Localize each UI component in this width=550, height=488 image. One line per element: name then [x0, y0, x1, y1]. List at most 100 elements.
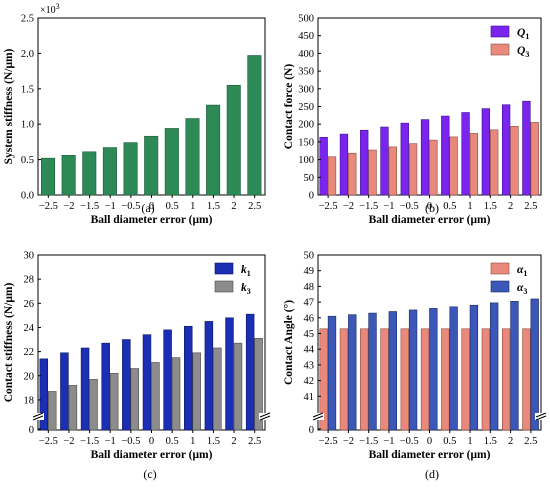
x-tick-label: −1	[105, 201, 116, 212]
y-tick-label: 46	[304, 313, 315, 324]
legend-swatch	[214, 262, 234, 275]
x-axis-label: Ball diameter error (μm)	[369, 449, 491, 461]
y-tick-label: 400	[298, 49, 314, 60]
bar-series-1-1	[60, 352, 69, 431]
x-tick-label: 2	[231, 201, 236, 212]
bar-series-3-8	[213, 347, 222, 431]
bar-series-1-6	[441, 115, 450, 196]
bar-series-3-10	[530, 122, 539, 196]
bar-series-1-10	[522, 100, 531, 196]
bar-series-1-7	[461, 328, 470, 431]
x-tick-label: −0.5	[121, 436, 140, 447]
x-tick-label: −2.5	[319, 201, 338, 212]
x-tick-label: 1	[190, 201, 195, 212]
x-axis-label: Ball diameter error (μm)	[91, 214, 213, 226]
x-tick-label: 2.5	[524, 436, 537, 447]
bar-series-3-3	[388, 311, 397, 431]
y-tick-label: 0.5	[21, 155, 34, 166]
bar-series-1-2	[360, 328, 369, 431]
x-tick-label: 0	[427, 201, 432, 212]
y-tick-label: 49	[304, 266, 315, 277]
x-tick-label: −2	[343, 436, 354, 447]
y-tick-label: 18	[24, 395, 35, 406]
bar-series-3-9	[233, 342, 243, 431]
y-tick-label: 250	[298, 102, 314, 113]
chart-a: 0.0 0.5 1.0 1.5 2.0 2.5 −2.5 −2 −1.5 −1 −0.5 0 0.5 1 1…	[3, 2, 266, 226]
bar-series-1-2	[80, 347, 90, 431]
legend-swatch	[490, 43, 510, 56]
panel-caption: (c)	[143, 467, 156, 481]
y-tick-label: 150	[298, 137, 314, 148]
bar-series-3-5	[151, 362, 160, 431]
y-tick-label: 22	[24, 347, 35, 358]
bar-series-1-5	[142, 334, 152, 431]
bar-series-1-0	[319, 328, 328, 431]
x-tick-label: 0	[149, 436, 154, 447]
y-tick-label: 300	[298, 84, 314, 95]
x-tick-label: 1	[190, 436, 195, 447]
bar-series-3-9	[510, 126, 519, 196]
legend-label-subscript: 3	[523, 287, 527, 296]
bar-series-1-3	[380, 126, 389, 196]
x-tick-label: −1.5	[80, 201, 99, 212]
bar-series-3-4	[408, 143, 418, 196]
bar-series-1	[61, 155, 76, 196]
x-axis-label: Ball diameter error (μm)	[369, 214, 491, 226]
bar-series-3-1	[348, 152, 357, 196]
x-axis-label: Ball diameter error (μm)	[91, 449, 213, 461]
bar-series-3-0	[327, 315, 337, 431]
x-tick-label: 0.5	[443, 201, 456, 212]
y-axis-label: Contact Angle (°)	[283, 300, 295, 385]
x-tick-label: −1.5	[80, 436, 99, 447]
y-exponent-power: 3	[56, 2, 60, 11]
bar-series-3-7	[469, 133, 479, 196]
legend-label-subscript: 1	[523, 269, 527, 278]
y-tick-label: 200	[298, 120, 314, 131]
legend-label: α3	[517, 282, 527, 296]
axis-break-gap	[535, 413, 547, 420]
bar-series-1-6	[441, 328, 450, 431]
x-tick-label: −0.5	[400, 436, 419, 447]
bar-series-3-7	[469, 304, 479, 431]
legend-label: α1	[517, 264, 527, 278]
legend-swatch	[490, 280, 510, 293]
x-tick-label: 2.5	[248, 201, 261, 212]
bar-series-1-8	[481, 328, 491, 431]
bar-series-1-10	[245, 313, 255, 431]
axis-break-gap	[32, 413, 44, 420]
x-tick-label: −0.5	[400, 201, 419, 212]
y-tick-label: 0	[29, 425, 34, 436]
chart-d: 0 41 42 43 44 45 46 47 48 49 50 −2.5 −2 −1.5 −1 −0.5 0 0.…	[283, 251, 547, 481]
x-tick-label: 2.5	[248, 436, 261, 447]
bar-series-3-4	[408, 309, 418, 431]
x-tick-label: −1.5	[359, 201, 378, 212]
bar-series-1-8	[204, 321, 214, 431]
y-tick-label: 20	[24, 371, 35, 382]
bar-series-1-4	[400, 122, 409, 196]
y-axis-label: Contact force (N)	[283, 64, 295, 150]
x-tick-label: −1	[105, 436, 116, 447]
y-tick-label: 28	[24, 275, 35, 286]
y-tick-label: 45	[304, 329, 315, 340]
x-tick-label: 0.5	[443, 436, 456, 447]
legend-swatch	[214, 280, 234, 293]
bar-series-3	[102, 147, 117, 196]
y-tick-label: 2.5	[21, 14, 34, 25]
x-tick-label: −2	[63, 201, 74, 212]
y-tick-label: 0	[309, 191, 314, 202]
y-tick-label: 1.0	[21, 120, 34, 131]
bar-series-1-1	[339, 328, 349, 431]
legend-label-subscript: 3	[525, 50, 529, 59]
x-tick-label: 2	[231, 436, 236, 447]
bar-series-3-6	[449, 136, 458, 196]
y-tick-label: 30	[24, 251, 35, 262]
bar-series-8	[206, 104, 221, 196]
legend-swatch	[490, 25, 510, 38]
bar-series-1-3	[101, 342, 110, 431]
x-tick-label: 2.5	[524, 201, 537, 212]
bar-series-3-10	[254, 338, 263, 431]
bar-series-3-2	[89, 379, 98, 431]
y-tick-label: 43	[304, 360, 315, 371]
bar-series-1-4	[122, 339, 131, 431]
y-tick-label: 100	[298, 155, 314, 166]
